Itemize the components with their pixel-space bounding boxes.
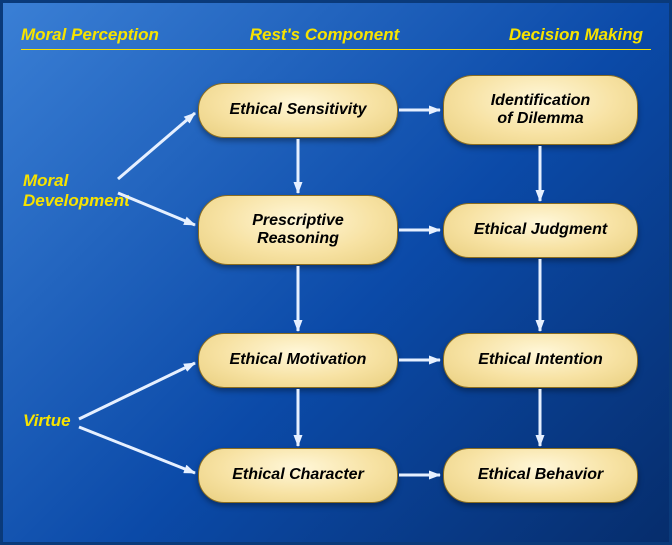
node-text: Ethical Character	[232, 466, 364, 484]
node-prescriptive-reasoning: PrescriptiveReasoning	[198, 195, 398, 265]
node-ethical-sensitivity: Ethical Sensitivity	[198, 83, 398, 138]
node-ethical-judgment: Ethical Judgment	[443, 203, 638, 258]
arrow-vi-char	[79, 427, 195, 473]
node-text: Ethical Intention	[478, 351, 602, 369]
node-ethical-intention: Ethical Intention	[443, 333, 638, 388]
header-moral-perception: Moral Perception	[21, 25, 196, 45]
node-identification-of-dilemma: Identificationof Dilemma	[443, 75, 638, 145]
arrow-md-sens	[118, 113, 195, 179]
label-virtue: Virtue	[23, 411, 71, 431]
arrow-vi-mot	[79, 363, 195, 419]
node-text: PrescriptiveReasoning	[252, 212, 344, 249]
column-headers: Moral Perception Rest's Component Decisi…	[3, 25, 669, 45]
node-text: Ethical Sensitivity	[230, 101, 367, 119]
header-underline	[21, 49, 651, 50]
node-text: Identificationof Dilemma	[491, 92, 591, 129]
node-text: Ethical Motivation	[230, 351, 367, 369]
node-text: Ethical Judgment	[474, 221, 607, 239]
node-ethical-motivation: Ethical Motivation	[198, 333, 398, 388]
header-decision-making: Decision Making	[453, 25, 643, 45]
node-text: Ethical Behavior	[478, 466, 603, 484]
node-ethical-behavior: Ethical Behavior	[443, 448, 638, 503]
label-moral-development: MoralDevelopment	[23, 171, 130, 210]
node-ethical-character: Ethical Character	[198, 448, 398, 503]
diagram-frame: Moral Perception Rest's Component Decisi…	[0, 0, 672, 545]
header-rests-component: Rest's Component	[196, 25, 453, 45]
